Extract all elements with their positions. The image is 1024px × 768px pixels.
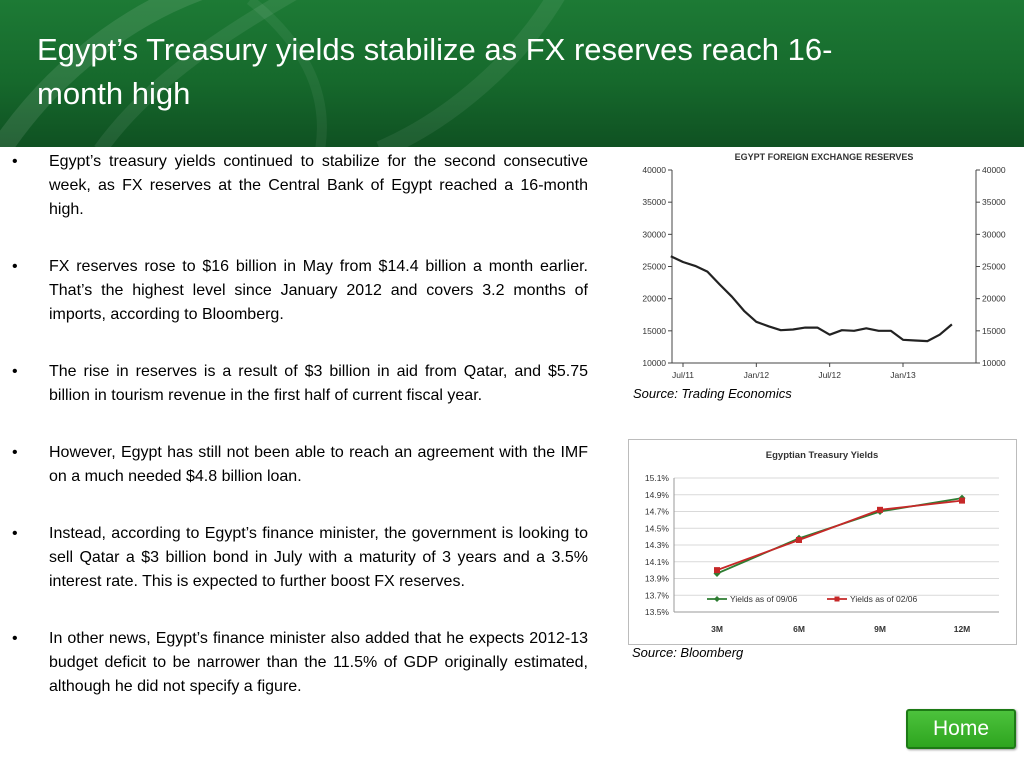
x-tick-label: Jul/11 [672, 370, 694, 380]
x-tick-label: 9M [874, 624, 886, 634]
data-point [714, 567, 720, 574]
y-tick-label: 14.7% [645, 507, 670, 517]
source-trading-economics: Source: Trading Economics [633, 386, 792, 401]
y-tick-label-right: 20000 [982, 294, 1006, 304]
bullet-item: • Egypt’s treasury yields continued to st… [12, 150, 588, 222]
x-tick-label: Jan/12 [744, 370, 770, 380]
page-title: Egypt’s Treasury yields stabilize as FX … [37, 32, 833, 111]
y-tick-label-right: 10000 [982, 358, 1006, 368]
y-tick-label-right: 15000 [982, 326, 1006, 336]
legend-swatch-marker [834, 596, 840, 602]
bullet-dot: • [12, 363, 18, 380]
banner-decoration [0, 0, 565, 147]
bullet-item: • FX reserves rose to $16 billion in May … [12, 255, 588, 327]
legend-swatch-marker [714, 596, 720, 602]
bullet-text: FX reserves rose to $16 billion in May f… [49, 258, 588, 323]
bullet-text: Egypt’s treasury yields continued to sta… [49, 153, 588, 218]
bullet-item: • However, Egypt has still not been able … [12, 441, 588, 489]
bullet-dot: • [12, 525, 18, 542]
bullet-list: • Egypt’s treasury yields continued to st… [12, 150, 588, 732]
y-tick-label-left: 35000 [642, 197, 666, 207]
y-tick-label-right: 30000 [982, 229, 1006, 239]
bullet-dot: • [12, 258, 18, 275]
legend-label: Yields as of 02/06 [850, 594, 918, 604]
y-tick-label-left: 30000 [642, 229, 666, 239]
y-tick-label-right: 40000 [982, 165, 1006, 175]
x-tick-label: 12M [954, 624, 971, 634]
y-tick-label: 14.5% [645, 523, 670, 533]
series-line [716, 499, 963, 571]
data-point [713, 569, 721, 577]
y-tick-label-right: 35000 [982, 197, 1006, 207]
y-tick-label: 13.7% [645, 590, 670, 600]
treasury-yields-chart-box: Egyptian Treasury Yields 15.1% 14.9% 14.7% 1… [628, 439, 1017, 645]
y-tick-label-left: 10000 [642, 358, 666, 368]
title-banner: Egypt’s Treasury yields stabilize as FX … [0, 0, 1024, 147]
bullet-dot: • [12, 153, 18, 170]
bullet-text: In other news, Egypt’s finance minister … [49, 630, 588, 695]
x-tick-label: 6M [793, 624, 805, 634]
x-tick-label: Jan/13 [890, 370, 916, 380]
bullet-dot: • [12, 444, 18, 461]
bullet-text: The rise in reserves is a result of $3 b… [49, 363, 588, 404]
y-tick-label: 14.3% [645, 540, 670, 550]
y-tick-label-right: 25000 [982, 262, 1006, 272]
y-tick-label-left: 25000 [642, 262, 666, 272]
bullet-item: • The rise in reserves is a result of $3 … [12, 360, 588, 408]
chart-title: Egyptian Treasury Yields [766, 450, 878, 461]
source-bloomberg: Source: Bloomberg [632, 645, 744, 660]
bullet-text: Instead, according to Egypt’s finance mi… [49, 525, 588, 590]
fx-reserves-line [670, 255, 953, 343]
y-tick-label: 15.1% [645, 473, 670, 483]
bullet-text: However, Egypt has still not been able t… [49, 444, 588, 485]
bullet-dot: • [12, 630, 18, 647]
y-tick-label-left: 15000 [642, 326, 666, 336]
home-button[interactable]: Home [906, 709, 1016, 749]
y-tick-label: 14.1% [645, 557, 670, 567]
bullet-item: • In other news, Egypt’s finance minister… [12, 627, 588, 699]
data-point [877, 506, 883, 513]
treasury-yields-chart: Egyptian Treasury Yields 15.1% 14.9% 14.7% 1… [645, 450, 999, 634]
data-point [796, 536, 802, 543]
bullet-item: • Instead, according to Egypt’s finance m… [12, 522, 588, 594]
chart-title: EGYPT FOREIGN EXCHANGE RESERVES [735, 152, 914, 162]
x-tick-label: Jul/12 [818, 370, 841, 380]
legend-label: Yields as of 09/06 [730, 594, 798, 604]
x-tick-label: 3M [711, 624, 723, 634]
y-tick-label: 14.9% [645, 490, 670, 500]
y-tick-label: 13.9% [645, 574, 670, 584]
data-point [959, 497, 965, 504]
y-tick-label: 13.5% [645, 607, 670, 617]
y-tick-label-left: 40000 [642, 165, 666, 175]
fx-reserves-chart: EGYPT FOREIGN EXCHANGE RESERVES 10000 1000… [642, 152, 1006, 380]
y-tick-label-left: 20000 [642, 294, 666, 304]
